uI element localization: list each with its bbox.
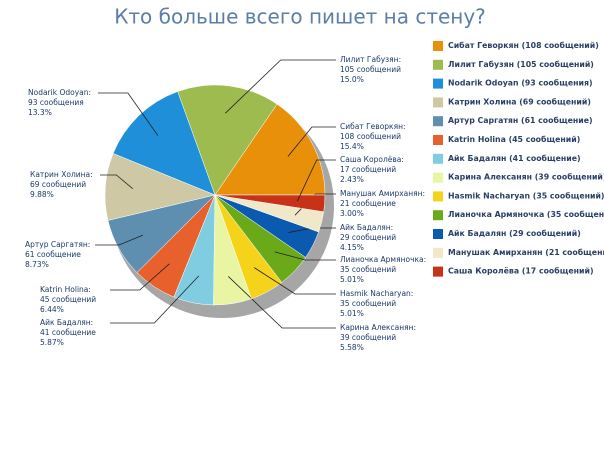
- slice-name: Артур Саргатян:: [25, 240, 90, 249]
- slice-name: Лианочка Армяночка:: [340, 255, 426, 264]
- legend-swatch: [433, 41, 443, 51]
- leader-line: [110, 275, 200, 324]
- leader-line: [100, 174, 133, 190]
- slice-name: Карина Алексанян:: [340, 323, 416, 332]
- legend-swatch: [433, 191, 443, 202]
- leader-line: [296, 159, 336, 202]
- legend-swatch: [433, 266, 443, 277]
- slice-percent: 9.88%: [30, 190, 54, 199]
- legend-label: Манушак Амирханян (21 сообщение): [448, 248, 604, 257]
- pie-slice: [214, 103, 326, 196]
- legend-swatch: [433, 229, 443, 239]
- legend-label: Катрин Холина (69 сообщений): [448, 97, 591, 106]
- legend-swatch: [433, 247, 443, 258]
- legend-label: Артур Саргатян (61 сообщение): [448, 116, 593, 125]
- legend-label: Сибат Геворкян (108 сообщений): [448, 41, 599, 50]
- slice-value: 41 сообщение: [40, 328, 96, 337]
- legend-label: Саша Королёва (17 сообщений): [448, 267, 594, 276]
- slice-value: 45 сообщений: [40, 295, 96, 304]
- pie-slice: [214, 194, 326, 213]
- legend-label: Katrin Holina (45 сообщений): [448, 135, 580, 144]
- slice-value: 39 сообщений: [340, 333, 396, 342]
- slice-percent: 6.44%: [40, 305, 64, 314]
- chart-title: Кто больше всего пишет на стену?: [114, 5, 486, 29]
- legend-label: Hasmik Nacharyan (35 сообщений): [448, 191, 604, 200]
- leader-line: [110, 263, 170, 291]
- legend-swatch: [433, 172, 443, 183]
- slice-name: Саша Королёва:: [340, 155, 404, 164]
- slice-percent: 13.3%: [28, 108, 52, 117]
- slice-percent: 15.0%: [340, 75, 364, 84]
- legend-swatch: [433, 116, 443, 127]
- leader-line: [287, 126, 336, 157]
- leader-line: [98, 92, 159, 136]
- slice-value: 21 сообщение: [340, 199, 396, 208]
- slice-name: Katrin Holina:: [40, 285, 91, 294]
- legend-swatch: [433, 153, 443, 164]
- leader-line: [95, 234, 144, 246]
- slice-name: Сибат Геворкян:: [340, 122, 406, 131]
- slice-name: Манушак Амирханян:: [340, 189, 425, 198]
- slice-name: Лилит Габузян:: [340, 55, 401, 64]
- legend-label: Айк Бадалян (41 сообщение): [448, 154, 581, 163]
- slice-percent: 8.73%: [25, 260, 49, 269]
- slice-value: 61 сообщение: [25, 250, 81, 259]
- slice-name: Nodarik Odoyan:: [28, 88, 91, 97]
- legend-label: Nodarik Odoyan (93 сообщения): [448, 79, 593, 88]
- slice-percent: 5.87%: [40, 338, 64, 347]
- legend-label: Лилит Габузян (105 сообщений): [448, 60, 594, 69]
- slice-value: 108 сообщений: [340, 132, 401, 141]
- leader-line: [225, 59, 336, 114]
- slice-name: Hasmik Nacharyan:: [340, 289, 413, 298]
- slice-name: Катрин Холина:: [30, 170, 93, 179]
- slice-percent: 5.58%: [340, 343, 364, 352]
- slice-percent: 4.15%: [340, 243, 364, 252]
- slice-value: 35 сообщений: [340, 265, 396, 274]
- slice-value: 69 сообщений: [30, 180, 86, 189]
- leader-line: [228, 276, 336, 329]
- slice-value: 35 сообщений: [340, 299, 396, 308]
- slice-value: 29 сообщений: [340, 233, 396, 242]
- legend-swatch: [433, 135, 443, 145]
- slice-value: 93 сообщения: [28, 98, 84, 107]
- leader-line: [253, 267, 336, 295]
- legend-swatch: [433, 59, 443, 70]
- pie-slice: [177, 84, 278, 196]
- legend-swatch: [433, 78, 443, 89]
- slice-value: 105 сообщений: [340, 65, 401, 74]
- slice-name: Айк Бадалян:: [340, 223, 393, 232]
- legend-label: Айк Бадалян (29 сообщений): [448, 229, 581, 238]
- legend-label: Карина Алексанян (39 сообщений): [448, 173, 604, 182]
- pie-slice: [112, 91, 216, 196]
- legend-swatch: [433, 97, 443, 108]
- legend-swatch: [433, 210, 443, 221]
- slice-percent: 2.43%: [340, 175, 364, 184]
- slice-percent: 15.4%: [340, 142, 364, 151]
- slice-value: 17 сообщений: [340, 165, 396, 174]
- legend-label: Лианочка Армяночка (35 сообщений): [448, 210, 604, 219]
- slice-name: Айк Бадалян:: [40, 318, 93, 327]
- slice-percent: 5.01%: [340, 309, 364, 318]
- slice-percent: 3.00%: [340, 209, 364, 218]
- leader-line: [274, 251, 336, 261]
- slice-percent: 5.01%: [340, 275, 364, 284]
